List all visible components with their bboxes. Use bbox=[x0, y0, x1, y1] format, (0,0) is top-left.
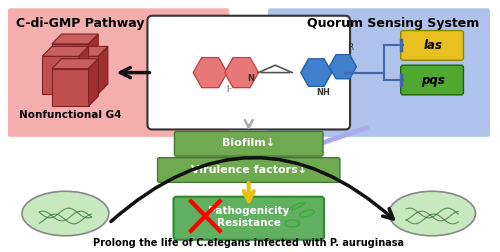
Ellipse shape bbox=[388, 191, 476, 236]
Text: NH: NH bbox=[316, 88, 330, 97]
FancyBboxPatch shape bbox=[400, 30, 464, 60]
FancyBboxPatch shape bbox=[268, 8, 490, 137]
FancyBboxPatch shape bbox=[400, 65, 464, 95]
Text: Virulence factors↓: Virulence factors↓ bbox=[190, 165, 307, 175]
Polygon shape bbox=[98, 46, 108, 94]
Polygon shape bbox=[52, 69, 88, 106]
Text: N: N bbox=[248, 74, 254, 83]
Polygon shape bbox=[52, 59, 98, 69]
Text: Prolong the life of C.elegans infected with P. auruginasa: Prolong the life of C.elegans infected w… bbox=[94, 238, 404, 248]
Text: Nonfunctional G4: Nonfunctional G4 bbox=[19, 110, 122, 120]
FancyBboxPatch shape bbox=[8, 8, 230, 137]
Polygon shape bbox=[42, 56, 79, 94]
Text: Pathogenicity
Resistance: Pathogenicity Resistance bbox=[208, 206, 290, 228]
Polygon shape bbox=[62, 46, 108, 56]
Polygon shape bbox=[52, 44, 88, 81]
Polygon shape bbox=[301, 59, 332, 86]
FancyBboxPatch shape bbox=[158, 158, 340, 182]
FancyBboxPatch shape bbox=[148, 16, 350, 130]
Polygon shape bbox=[62, 56, 98, 94]
FancyBboxPatch shape bbox=[174, 197, 324, 240]
Text: las: las bbox=[424, 39, 442, 52]
Polygon shape bbox=[194, 58, 227, 88]
FancyBboxPatch shape bbox=[174, 132, 323, 156]
Text: C-di-GMP Pathway: C-di-GMP Pathway bbox=[16, 17, 144, 30]
Text: I⁻: I⁻ bbox=[226, 85, 232, 94]
Polygon shape bbox=[52, 34, 98, 44]
Text: pqs: pqs bbox=[421, 74, 445, 86]
Polygon shape bbox=[88, 34, 98, 81]
Polygon shape bbox=[224, 58, 258, 88]
Text: Biofilm↓: Biofilm↓ bbox=[222, 138, 276, 148]
Ellipse shape bbox=[22, 191, 109, 236]
Polygon shape bbox=[330, 55, 356, 79]
Polygon shape bbox=[79, 46, 88, 94]
Polygon shape bbox=[88, 59, 98, 106]
Polygon shape bbox=[42, 46, 88, 56]
Text: R: R bbox=[347, 43, 353, 52]
Text: Quorum Sensing System: Quorum Sensing System bbox=[308, 17, 480, 30]
